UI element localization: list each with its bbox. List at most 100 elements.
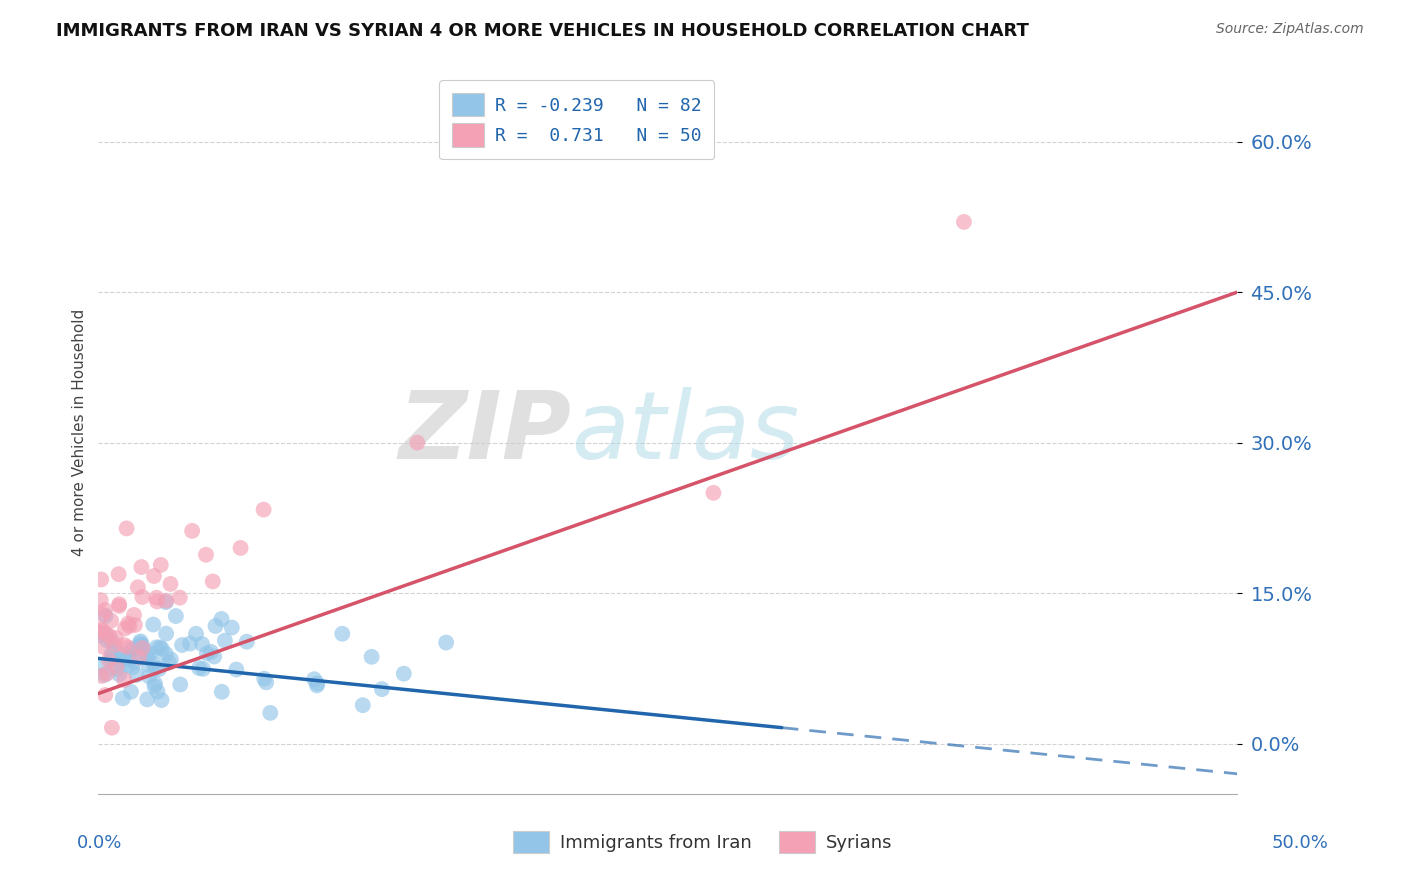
Point	[252, 502, 274, 516]
Point	[191, 662, 214, 676]
Point	[129, 636, 152, 650]
Point	[143, 679, 166, 693]
Point	[121, 660, 143, 674]
Point	[107, 567, 129, 582]
Point	[115, 652, 138, 666]
Point	[170, 638, 193, 652]
Point	[112, 638, 135, 652]
Point	[110, 654, 132, 668]
Point	[131, 638, 153, 652]
Point	[201, 574, 224, 589]
Point	[96, 666, 118, 681]
Point	[150, 641, 173, 656]
Point	[100, 647, 122, 661]
Point	[90, 626, 112, 640]
Point	[91, 607, 114, 622]
Point	[304, 672, 326, 686]
Point	[236, 634, 259, 648]
Text: atlas: atlas	[571, 387, 799, 478]
Point	[104, 638, 127, 652]
Point	[169, 591, 191, 605]
Point	[96, 633, 118, 648]
Point	[104, 646, 127, 660]
Point	[150, 693, 173, 707]
Legend: R = -0.239   N = 82, R =  0.731   N = 50: R = -0.239 N = 82, R = 0.731 N = 50	[439, 80, 714, 160]
Point	[100, 633, 122, 648]
Point	[254, 675, 277, 690]
Point	[214, 633, 236, 648]
Point	[259, 706, 281, 720]
Point	[138, 658, 160, 673]
Point	[146, 684, 169, 698]
Point	[165, 609, 187, 624]
Point	[129, 639, 152, 653]
Point	[112, 673, 135, 687]
Point	[360, 649, 382, 664]
Point	[131, 590, 153, 604]
Point	[105, 660, 128, 674]
Point	[191, 637, 214, 651]
Point	[121, 642, 143, 657]
Point	[146, 594, 169, 608]
Text: IMMIGRANTS FROM IRAN VS SYRIAN 4 OR MORE VEHICLES IN HOUSEHOLD CORRELATION CHART: IMMIGRANTS FROM IRAN VS SYRIAN 4 OR MORE…	[56, 22, 1029, 40]
Point	[93, 668, 115, 682]
Point	[155, 647, 177, 661]
Point	[136, 692, 159, 706]
Point	[148, 662, 170, 676]
Point	[118, 619, 141, 633]
Point	[105, 662, 128, 676]
Point	[406, 435, 429, 450]
Text: 50.0%: 50.0%	[1272, 834, 1329, 852]
Point	[122, 607, 145, 622]
Point	[253, 672, 276, 686]
Point	[159, 577, 181, 591]
Point	[330, 626, 353, 640]
Point	[149, 558, 172, 572]
Point	[120, 685, 142, 699]
Point	[90, 629, 112, 643]
Point	[169, 677, 191, 691]
Point	[434, 635, 457, 649]
Point	[155, 593, 177, 607]
Point	[195, 548, 218, 562]
Point	[127, 640, 149, 655]
Point	[195, 647, 218, 661]
Point	[155, 626, 177, 640]
Point	[94, 688, 117, 702]
Point	[143, 569, 166, 583]
Point	[90, 625, 112, 640]
Point	[352, 698, 374, 713]
Point	[149, 640, 172, 655]
Point	[145, 591, 167, 605]
Point	[138, 669, 160, 683]
Point	[184, 627, 207, 641]
Point	[90, 624, 112, 638]
Point	[181, 524, 204, 538]
Point	[124, 618, 146, 632]
Point	[145, 661, 167, 675]
Point	[122, 655, 145, 669]
Point	[101, 652, 124, 666]
Point	[131, 560, 153, 574]
Point	[94, 627, 117, 641]
Point	[202, 649, 225, 664]
Point	[953, 215, 976, 229]
Point	[145, 640, 167, 655]
Point	[96, 627, 118, 641]
Point	[157, 656, 180, 670]
Text: Source: ZipAtlas.com: Source: ZipAtlas.com	[1216, 22, 1364, 37]
Point	[136, 648, 159, 662]
Point	[97, 653, 120, 667]
Point	[211, 685, 233, 699]
Point	[131, 641, 153, 656]
Point	[371, 682, 394, 697]
Point	[91, 640, 114, 654]
Point	[307, 676, 329, 690]
Point	[104, 631, 127, 645]
Point	[111, 647, 134, 661]
Point	[94, 603, 117, 617]
Point	[200, 645, 222, 659]
Point	[305, 678, 328, 692]
Point	[117, 616, 139, 631]
Point	[101, 721, 124, 735]
